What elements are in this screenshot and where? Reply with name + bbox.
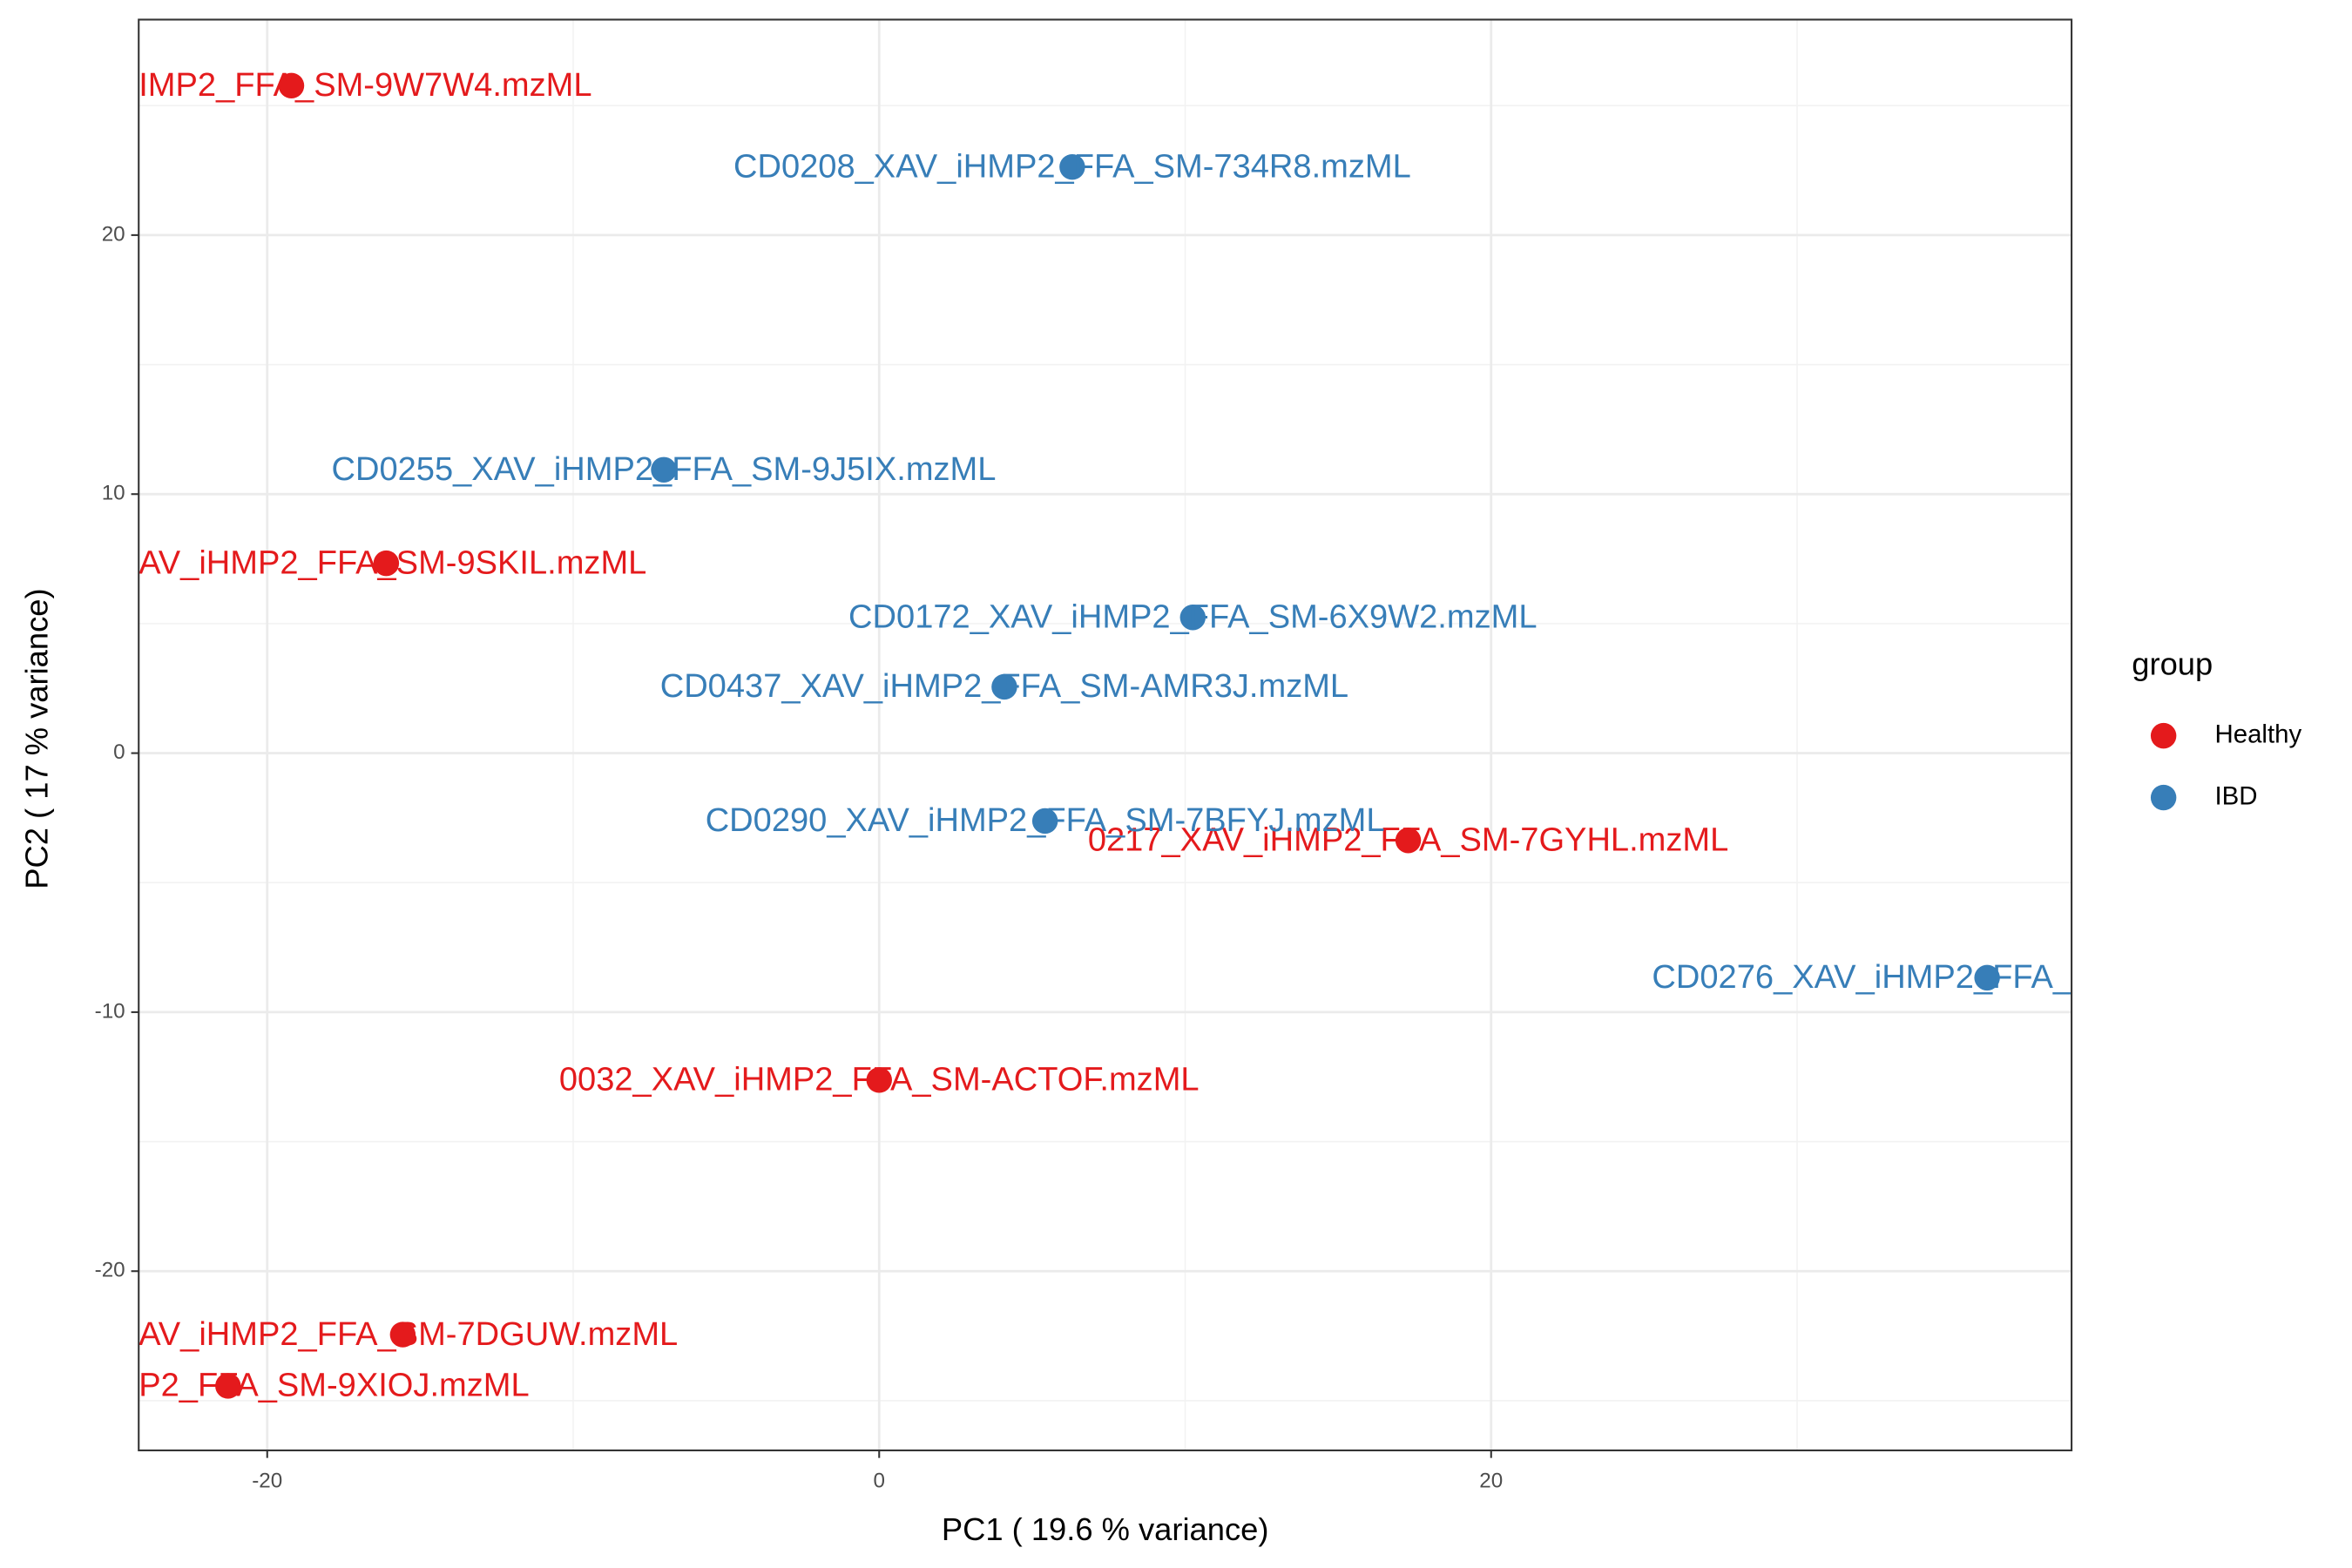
panel-border (138, 18, 2073, 1452)
background (3, 0, 2349, 1568)
legend-label: Healthy (2215, 720, 2302, 748)
point-label: IMP2_FFA_SM-9W7W4.mzML (139, 67, 591, 104)
point (1059, 153, 1085, 180)
y-axis-title: PC2 ( 17 % variance) (19, 588, 55, 889)
x-tick-label: 0 (874, 1470, 885, 1493)
legend-title: group (2132, 646, 2213, 682)
point-label: 0217_XAV_iHMP2_FFA_SM-7GYHL.mzML (1088, 822, 1728, 859)
legend-label: IBD (2215, 781, 2258, 810)
y-tick-label: -20 (95, 1259, 125, 1282)
point-label: AV_iHMP2_FFA_SM-9SKIL.mzML (139, 544, 646, 581)
plot-area: IMP2_FFA_SM-9W7W4.mzML AV_iHMP2_FFA_SM-9S… (139, 67, 2072, 1404)
point-label: CD0276_XAV_iHMP2_FFA_ (1652, 959, 2072, 996)
x-tick-label: -20 (252, 1470, 282, 1493)
point-label: 0032_XAV_iHMP2_FFA_SM-ACTOF.mzML (559, 1062, 1200, 1098)
point (651, 456, 677, 483)
legend: Healthy IBD (2150, 720, 2302, 811)
y-tick-label: 20 (102, 222, 125, 246)
point (1031, 808, 1058, 835)
point (215, 1373, 241, 1399)
point-label: CD0255_XAV_iHMP2_FFA_SM-9J5IX.mzML (331, 451, 996, 488)
point-label: AV_iHMP2_FFA_SM-7DGUW.mzML (139, 1316, 678, 1353)
point (278, 72, 305, 99)
point-label: CD0172_XAV_iHMP2_FFA_SM-6X9W2.mzML (848, 599, 1537, 636)
point (1179, 605, 1206, 631)
point-label: P2_FFA_SM-9XIOJ.mzML (139, 1368, 529, 1404)
y-tick-label: -10 (95, 999, 125, 1023)
grid (139, 19, 2072, 1450)
x-axis-title: PC1 ( 19.6 % variance) (942, 1511, 1269, 1547)
point (389, 1321, 416, 1348)
point (373, 550, 400, 577)
point (991, 673, 1017, 700)
point-label: CD0290_XAV_iHMP2_FFA_SM-7BFYJ.mzML (706, 802, 1385, 839)
point-label: CD0208_XAV_iHMP2_FFA_SM-734R8.mzML (733, 148, 1411, 185)
y-tick-label: 0 (113, 740, 125, 764)
legend-key (2150, 784, 2177, 811)
point-label: CD0437_XAV_iHMP2_FFA_SM-AMR3J.mzML (660, 668, 1348, 705)
point (1395, 828, 1422, 854)
legend-key (2150, 722, 2177, 749)
point (1974, 964, 2000, 991)
x-tick-label: 20 (1479, 1470, 1503, 1493)
point (866, 1067, 892, 1093)
y-tick-label: 10 (102, 482, 125, 505)
